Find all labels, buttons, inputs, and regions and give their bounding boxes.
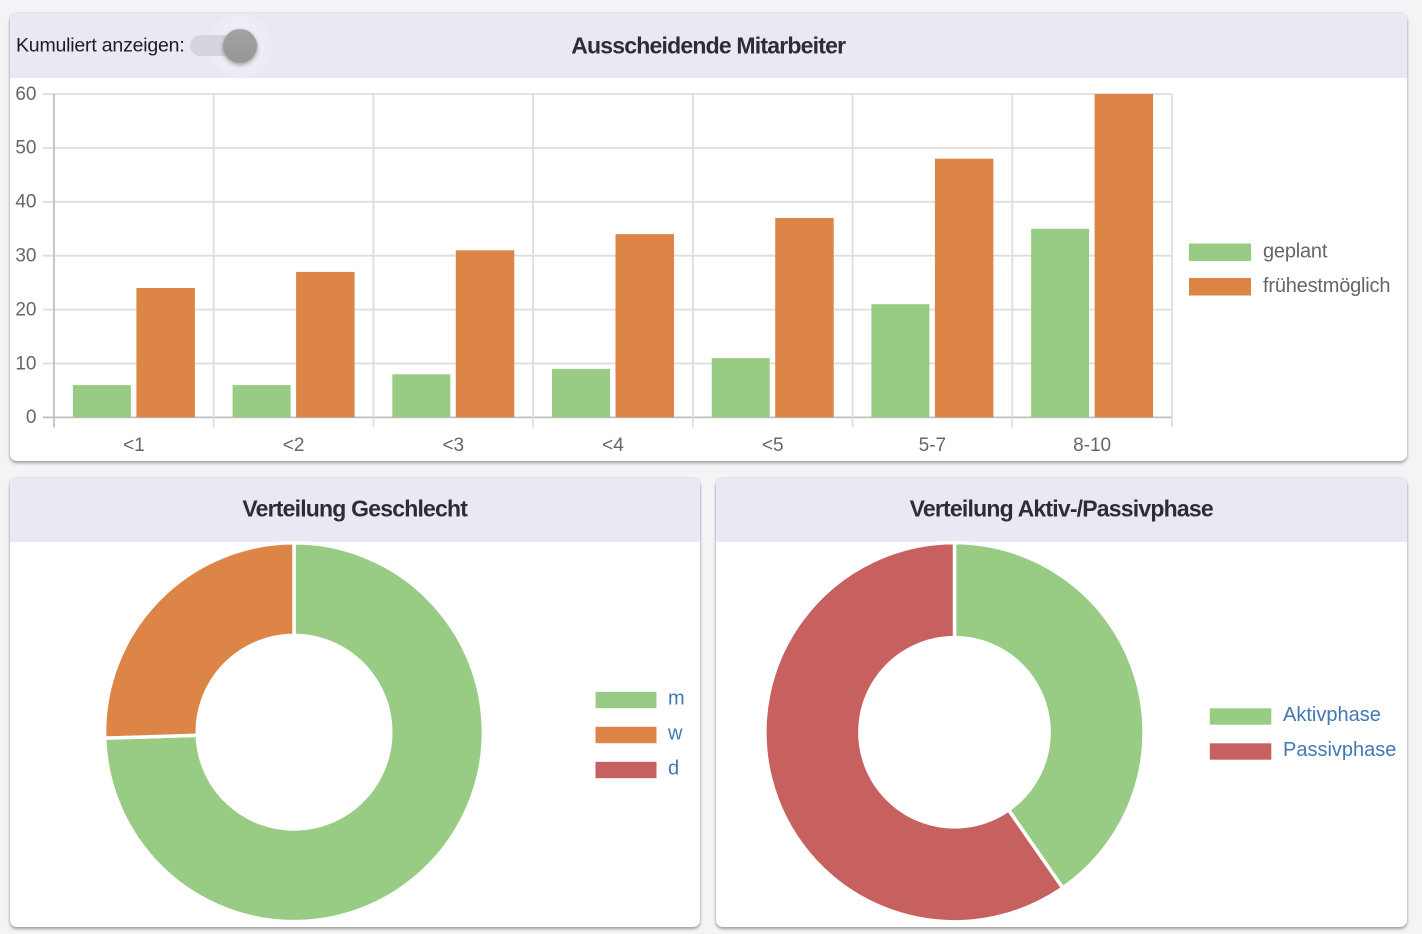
svg-text:20: 20 (15, 299, 36, 320)
svg-text:m: m (668, 688, 685, 710)
svg-text:0: 0 (26, 407, 37, 428)
svg-text:50: 50 (15, 138, 36, 159)
svg-text:w: w (667, 723, 683, 745)
svg-text:60: 60 (15, 84, 36, 105)
svg-text:8-10: 8-10 (1073, 435, 1111, 456)
svg-text:Passivphase: Passivphase (1283, 739, 1396, 761)
svg-text:d: d (668, 758, 679, 780)
svg-text:10: 10 (15, 353, 36, 374)
svg-text:<2: <2 (283, 435, 305, 456)
svg-text:<5: <5 (762, 435, 784, 456)
svg-text:5-7: 5-7 (919, 435, 946, 456)
svg-text:<4: <4 (602, 435, 624, 456)
svg-text:<3: <3 (442, 435, 464, 456)
svg-text:geplant: geplant (1263, 241, 1328, 263)
svg-text:frühestmöglich: frühestmöglich (1263, 275, 1390, 297)
svg-text:Aktivphase: Aktivphase (1283, 704, 1381, 726)
svg-text:30: 30 (15, 246, 36, 267)
svg-text:<1: <1 (123, 435, 145, 456)
svg-text:40: 40 (15, 192, 36, 213)
